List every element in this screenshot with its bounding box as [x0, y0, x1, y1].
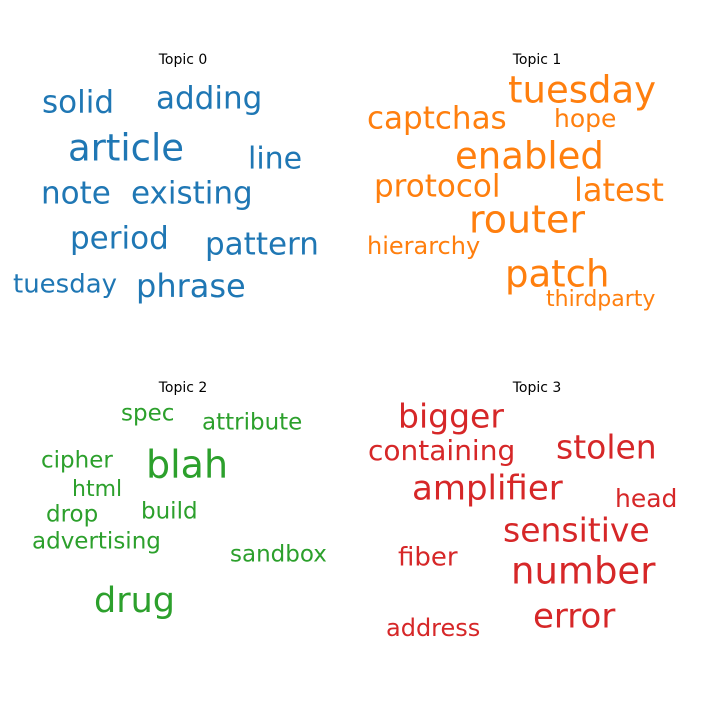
panel-title: Topic 0 [158, 52, 208, 68]
panel-title: Topic 1 [512, 52, 562, 68]
wordcloud-word-phrase: phrase [136, 267, 246, 305]
wordcloud-word-protocol: protocol [374, 169, 500, 205]
wordcloud-word-spec: spec [121, 401, 174, 427]
wordcloud-word-patch: patch [505, 253, 609, 296]
wordcloud-word-solid: solid [42, 85, 114, 121]
wordcloud-word-address: address [386, 614, 480, 642]
panel-title: Topic 3 [512, 380, 562, 396]
wordcloud-word-drug: drug [94, 581, 175, 621]
wordcloud-word-head: head [615, 484, 677, 513]
wordcloud-word-number: number [511, 550, 656, 593]
wordcloud-panel-topic-1: Topic 1 router patch tuesday enabledcaptchas… [367, 52, 664, 312]
wordcloud-word-error: error [533, 597, 615, 637]
wordcloud-word-period: period [70, 221, 169, 257]
wordcloud-word-article: article [68, 127, 184, 170]
wordcloud-word-hierarchy: hierarchy [367, 232, 480, 260]
wordcloud-word-note: note [41, 176, 111, 212]
wordcloud-word-tuesday: tuesday [13, 270, 117, 300]
panel-title: Topic 2 [158, 380, 208, 396]
wordcloud-word-amplifier: amplifier [412, 469, 563, 509]
wordcloud-word-html: html [72, 477, 122, 502]
wordcloud-word-drop: drop [46, 502, 98, 528]
wordcloud-word-latest: latest [574, 171, 664, 209]
wordcloud-word-pattern: pattern [205, 227, 319, 263]
wordcloud-word-cipher: cipher [41, 448, 113, 474]
wordcloud-panel-topic-2: Topic 2 blah drug attribute spec cipher htmlbu… [32, 380, 327, 621]
wordcloud-word-blah: blah [146, 443, 228, 487]
wordcloud-word-adding: adding [156, 81, 262, 117]
wordcloud-word-fiber: fiber [398, 543, 458, 573]
wordcloud-word-hope: hope [554, 104, 616, 133]
wordcloud-word-thirdparty: thirdparty [546, 287, 655, 312]
wordcloud-word-sandbox: sandbox [230, 542, 327, 568]
wordcloud-word-containing: containing [368, 434, 515, 467]
wordcloud-word-line: line [248, 142, 302, 177]
wordcloud-word-sensitive: sensitive [503, 511, 650, 550]
wordcloud-panel-topic-0: Topic 0 article solid adding line note existin… [13, 52, 319, 305]
wordcloud-word-tuesday: tuesday [508, 69, 656, 112]
wordcloud-word-advertising: advertising [32, 529, 161, 555]
wordcloud-word-enabled: enabled [455, 135, 604, 178]
wordcloud-word-existing: existing [131, 176, 253, 212]
wordcloud-word-build: build [141, 499, 198, 525]
wordcloud-word-attribute: attribute [202, 410, 302, 436]
wordcloud-word-stolen: stolen [556, 428, 657, 467]
wordcloud-word-captchas: captchas [367, 101, 507, 137]
wordcloud-word-bigger: bigger [398, 397, 504, 436]
wordcloud-word-router: router [469, 198, 585, 242]
